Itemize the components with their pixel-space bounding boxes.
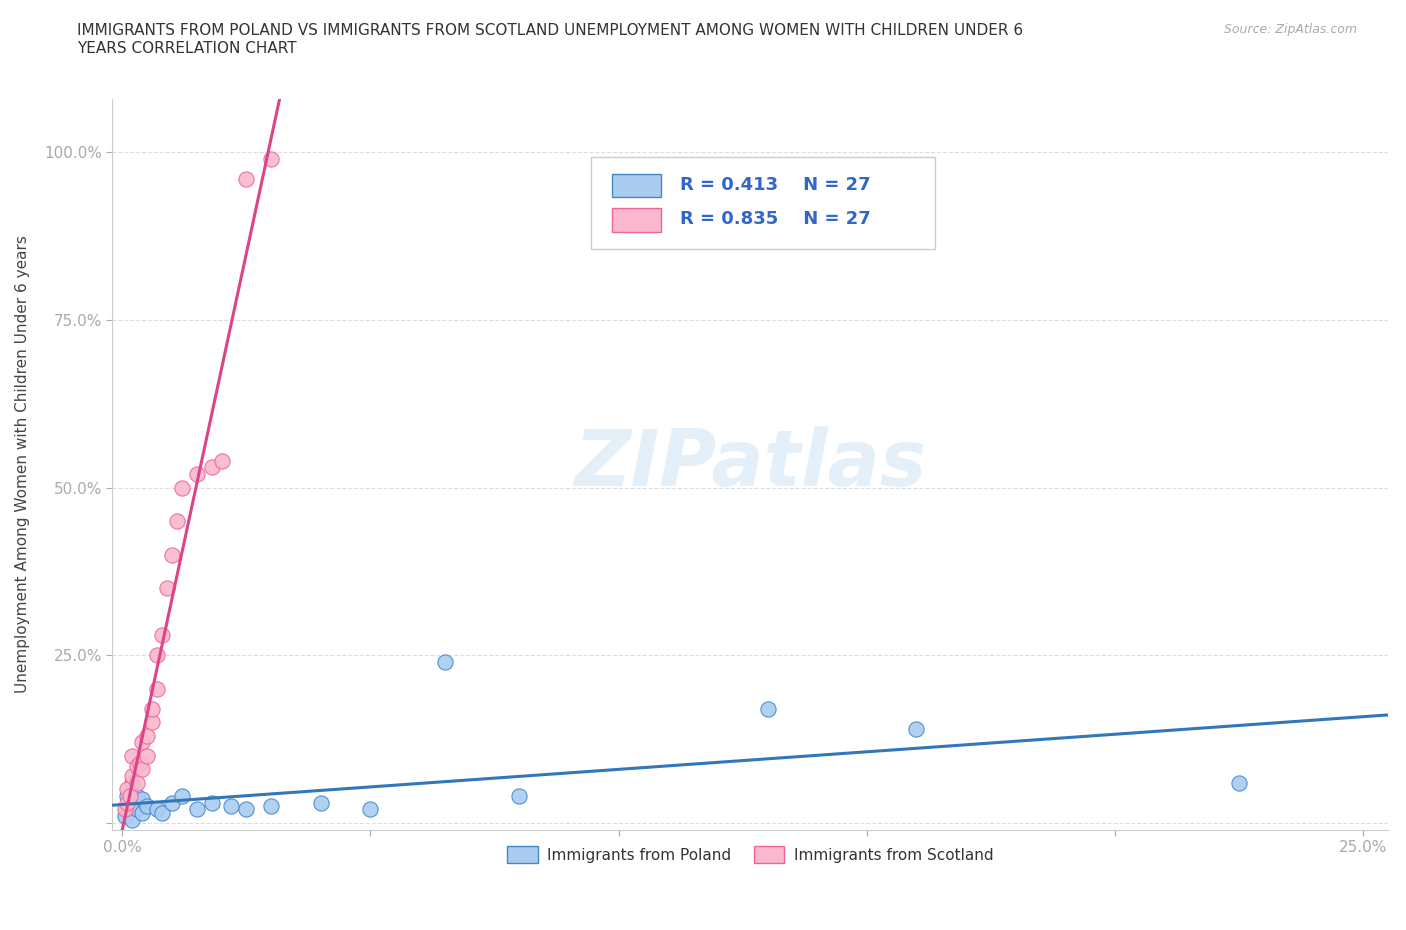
Point [114,809,136,824]
Point [211,453,233,468]
Point [127,802,149,817]
Point [121,812,143,827]
Point [170,789,193,804]
Point [115,782,138,797]
Point [118,789,141,804]
Point [221,799,243,814]
Point [136,749,159,764]
Point [121,776,143,790]
Legend: Immigrants from Poland, Immigrants from Scotland: Immigrants from Poland, Immigrants from … [501,840,1000,870]
Point [235,172,257,187]
Text: Source: ZipAtlas.com: Source: ZipAtlas.com [1223,23,1357,36]
Point [127,789,149,804]
Point [146,802,169,817]
Point [756,701,779,716]
Point [115,795,138,810]
Point [200,795,222,810]
Point [127,776,149,790]
Point [260,152,283,166]
Point [131,735,153,750]
Point [186,802,208,817]
Point [141,701,163,716]
Point [118,795,141,810]
Point [166,513,188,528]
Point [150,628,173,643]
Point [200,460,222,475]
Point [131,792,153,807]
FancyBboxPatch shape [613,208,661,232]
Point [433,655,456,670]
FancyBboxPatch shape [591,157,935,248]
Point [235,802,257,817]
Point [131,805,153,820]
Point [121,749,143,764]
Point [131,762,153,777]
Point [136,799,159,814]
FancyBboxPatch shape [613,174,661,197]
Point [146,682,169,697]
Point [146,648,169,663]
Point [359,802,381,817]
Point [115,802,138,817]
Point [115,789,138,804]
Point [150,805,173,820]
Point [114,802,136,817]
Text: IMMIGRANTS FROM POLAND VS IMMIGRANTS FROM SCOTLAND UNEMPLOYMENT AMONG WOMEN WITH: IMMIGRANTS FROM POLAND VS IMMIGRANTS FRO… [77,23,1024,56]
Point [309,795,332,810]
Point [141,715,163,730]
Point [136,728,159,743]
Point [160,547,183,562]
Point [128,755,150,770]
Text: R = 0.835    N = 27: R = 0.835 N = 27 [681,210,870,228]
Point [186,467,208,482]
Point [127,759,149,774]
Point [121,768,143,783]
Text: ZIPatlas: ZIPatlas [574,426,927,502]
Point [160,795,183,810]
Point [508,789,530,804]
Point [1227,776,1250,790]
Point [170,480,193,495]
Point [156,580,179,595]
Point [905,722,928,737]
Text: R = 0.413    N = 27: R = 0.413 N = 27 [681,176,870,194]
Y-axis label: Unemployment Among Women with Children Under 6 years: Unemployment Among Women with Children U… [15,235,30,693]
Point [260,799,283,814]
